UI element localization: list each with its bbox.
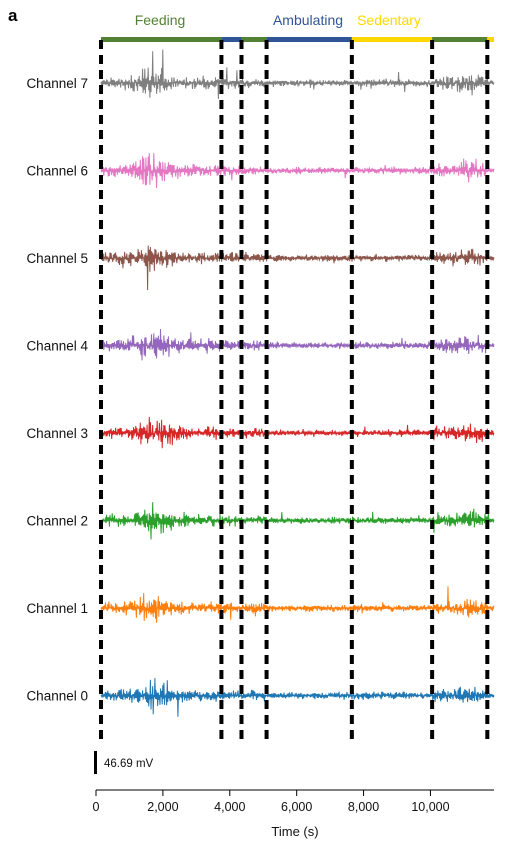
x-tick-label: 0 xyxy=(93,800,100,814)
channel-label: Channel 1 xyxy=(26,601,88,616)
x-tick-label: 2,000 xyxy=(147,800,178,814)
panel-label: a xyxy=(8,6,18,25)
channel-label: Channel 0 xyxy=(26,689,88,704)
behavior-segment xyxy=(241,37,267,42)
channel-trace xyxy=(100,416,495,449)
channel-trace xyxy=(100,49,495,100)
channel-trace xyxy=(100,678,495,717)
behavior-segment xyxy=(487,37,494,42)
behavior-segment xyxy=(432,37,488,42)
x-tick-label: 10,000 xyxy=(411,800,449,814)
channel-labels: Channel 7 Channel 6 Channel 5 Channel 4 Chan… xyxy=(26,76,88,704)
channel-trace xyxy=(100,153,495,189)
behavior-label: Feeding xyxy=(135,12,186,28)
channel-trace xyxy=(100,502,495,540)
x-axis-label: Time (s) xyxy=(271,824,318,839)
behavior-label: Sedentary xyxy=(357,12,421,28)
behavior-segment xyxy=(221,37,242,42)
channel-label: Channel 5 xyxy=(26,251,88,266)
behavior-segment xyxy=(101,37,222,42)
x-axis: 0 2,000 4,000 6,000 8,000 10,000 xyxy=(93,789,494,814)
channel-label: Channel 4 xyxy=(26,339,88,354)
scale-bar-label: 46.69 mV xyxy=(104,758,154,770)
behavior-labels: Feeding Ambulating Sedentary xyxy=(135,12,421,28)
behavior-bar xyxy=(101,37,494,42)
scale-bar: 46.69 mV xyxy=(94,751,154,774)
channel-label: Channel 3 xyxy=(26,426,88,441)
x-tick-label: 4,000 xyxy=(214,800,245,814)
behavior-segment xyxy=(266,37,352,42)
channel-label: Channel 2 xyxy=(26,514,88,529)
channel-trace xyxy=(100,245,495,291)
channel-label: Channel 6 xyxy=(26,164,88,179)
channel-label: Channel 7 xyxy=(26,76,88,91)
x-tick-label: 8,000 xyxy=(348,800,379,814)
x-tick-label: 6,000 xyxy=(281,800,312,814)
behavior-segment xyxy=(351,37,433,42)
channel-trace xyxy=(100,328,495,361)
channel-trace xyxy=(100,586,495,623)
scale-bar-line xyxy=(94,751,97,774)
behavior-boundaries xyxy=(99,40,490,744)
channel-traces xyxy=(100,49,495,717)
behavior-label: Ambulating xyxy=(273,12,343,28)
